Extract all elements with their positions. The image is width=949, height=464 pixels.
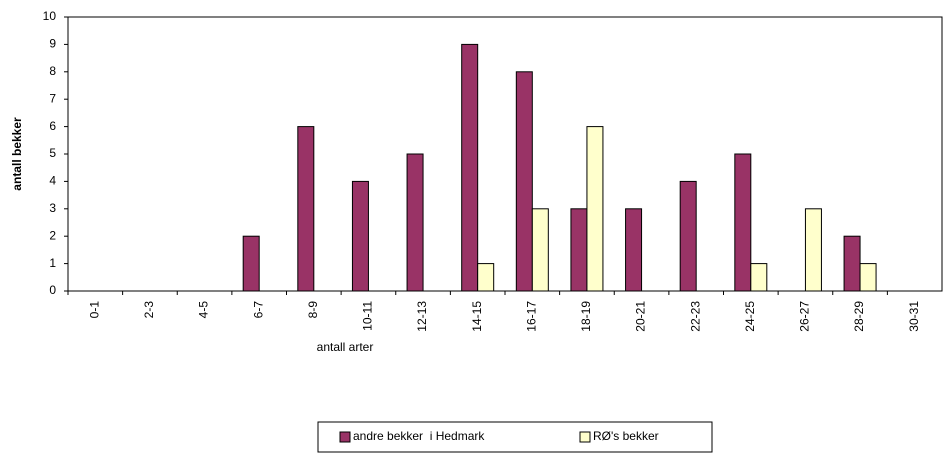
bar — [515, 71, 533, 292]
bar — [625, 208, 643, 292]
legend-swatch — [579, 431, 591, 443]
bar — [679, 180, 697, 292]
bar — [242, 235, 260, 292]
x-tick-label: 30-31 — [907, 301, 921, 332]
x-tick-label: 16-17 — [524, 301, 538, 332]
y-tick-label: 1 — [49, 256, 56, 270]
y-tick-label: 2 — [49, 228, 56, 242]
y-tick-label: 4 — [49, 174, 56, 188]
x-tick-label: 6-7 — [251, 301, 265, 319]
bar — [804, 208, 822, 292]
x-tick-label: 0-1 — [87, 301, 101, 319]
x-tick-label: 18-19 — [579, 301, 593, 332]
x-tick-label: 26-27 — [798, 301, 812, 332]
bar — [297, 126, 315, 292]
x-tick-label: 12-13 — [415, 301, 429, 332]
bar — [461, 43, 479, 292]
x-tick-label: 22-23 — [688, 301, 702, 332]
bar — [406, 153, 424, 292]
y-tick-label: 10 — [43, 9, 57, 23]
x-tick-label: 28-29 — [852, 301, 866, 332]
y-tick-label: 6 — [49, 119, 56, 133]
y-tick-label: 0 — [49, 283, 56, 297]
bar — [570, 208, 588, 292]
legend-swatch — [339, 431, 351, 443]
x-tick-label: 4-5 — [197, 301, 211, 319]
bar — [734, 153, 752, 292]
x-tick-label: 14-15 — [470, 301, 484, 332]
legend-label: andre bekker i Hedmark — [353, 429, 485, 443]
legend-box — [317, 421, 713, 453]
y-tick-label: 9 — [49, 37, 56, 51]
y-tick-label: 7 — [49, 91, 56, 105]
bar — [586, 126, 604, 292]
x-axis-title: antall arter — [317, 340, 374, 354]
x-tick-label: 24-25 — [743, 301, 757, 332]
bar — [351, 180, 369, 292]
x-tick-label: 20-21 — [634, 301, 648, 332]
y-tick-label: 3 — [49, 201, 56, 215]
bar — [843, 235, 861, 292]
y-tick-label: 8 — [49, 64, 56, 78]
y-axis-title: antall bekker — [10, 117, 24, 191]
x-tick-label: 10-11 — [361, 301, 375, 331]
bar — [531, 208, 549, 292]
legend-label: RØ's bekker — [593, 429, 659, 443]
bar — [750, 263, 768, 292]
bar — [859, 263, 877, 292]
bar — [477, 263, 495, 292]
x-tick-label: 8-9 — [306, 301, 320, 319]
y-tick-label: 5 — [49, 146, 56, 160]
x-tick-label: 2-3 — [142, 301, 156, 319]
